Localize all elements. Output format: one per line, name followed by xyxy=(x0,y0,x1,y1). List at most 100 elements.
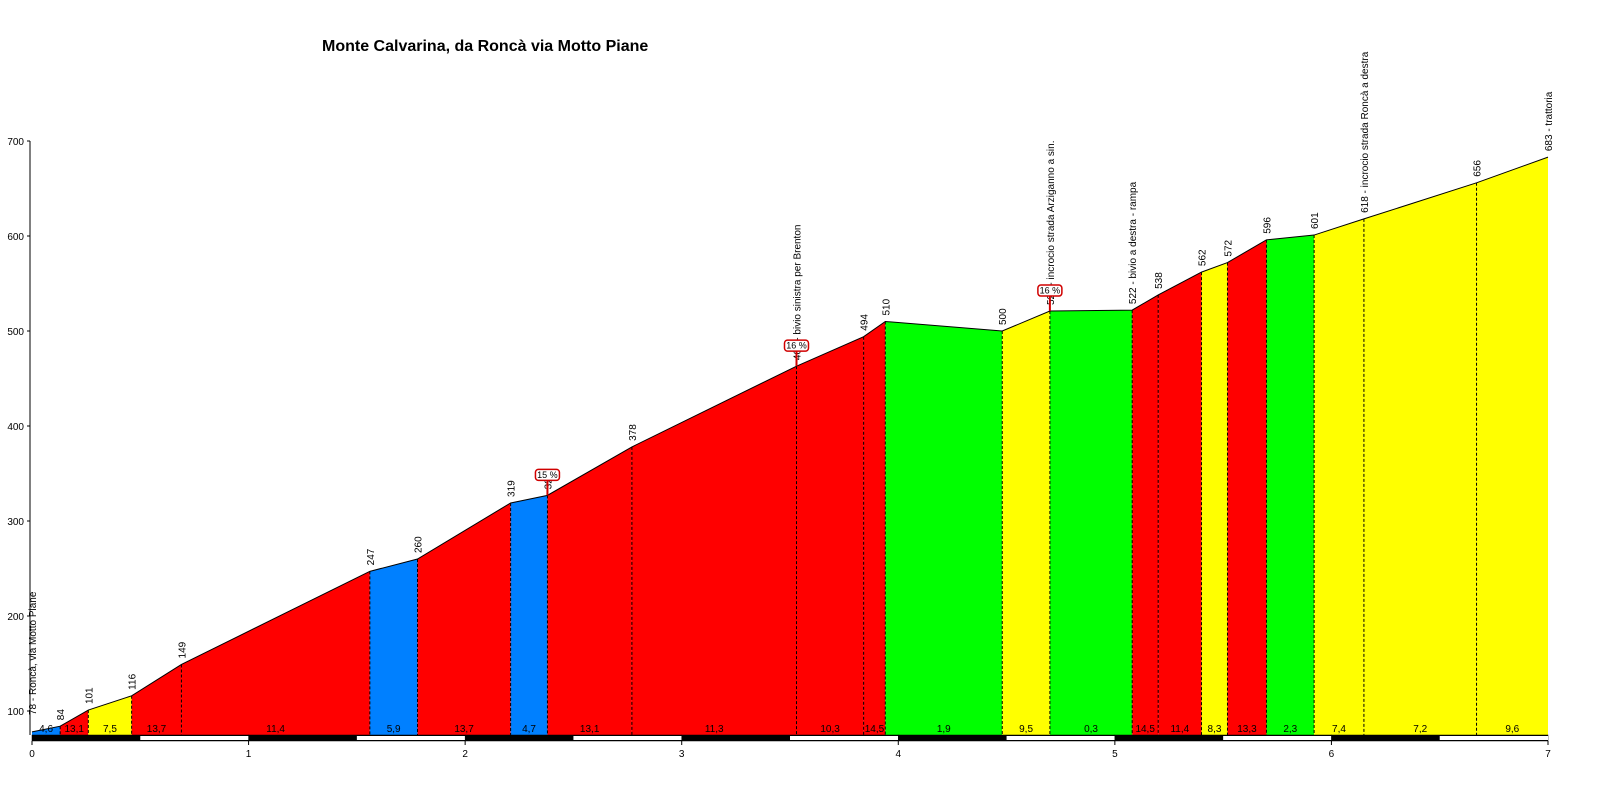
gradient-label: 13,7 xyxy=(454,724,474,735)
x-tick-label: 0 xyxy=(29,749,35,760)
gradient-label: 1,9 xyxy=(937,724,951,735)
gradient-label: 13,3 xyxy=(1237,724,1257,735)
divider-lines-layer xyxy=(59,182,1478,735)
segment-area xyxy=(1049,310,1133,735)
altitude-label: 522 - bivio a destra - rampa xyxy=(1128,181,1139,304)
km-band-light xyxy=(1223,736,1332,740)
x-tick-label: 3 xyxy=(679,749,685,760)
segment-area xyxy=(1476,157,1548,735)
segment-area xyxy=(1158,272,1202,735)
altitude-label: 378 xyxy=(628,424,639,441)
gradient-label: 7,2 xyxy=(1413,724,1427,735)
gradient-label: 11,4 xyxy=(266,724,285,735)
segment-area xyxy=(863,321,886,735)
gradient-label: 14,5 xyxy=(865,724,885,735)
segment-area xyxy=(631,366,797,735)
y-tick-label: 400 xyxy=(7,422,24,433)
segment-area xyxy=(1266,235,1315,736)
segment-area xyxy=(1201,262,1228,735)
segment-area xyxy=(181,571,370,735)
y-tick-label: 700 xyxy=(7,137,24,148)
max-gradient-label: 15 % xyxy=(537,470,558,480)
max-gradient-badge xyxy=(783,339,810,352)
gradient-label: 4,7 xyxy=(522,724,536,735)
altitude-label: 572 xyxy=(1223,239,1234,256)
max-gradient-badge xyxy=(1037,284,1063,297)
segment-area xyxy=(885,321,1003,735)
gradient-label: 7,5 xyxy=(103,724,117,735)
gradient-label: 10,3 xyxy=(820,724,840,735)
x-tick-label: 1 xyxy=(246,749,252,760)
max-gradient-label: 16 % xyxy=(786,341,807,351)
x-tick-label: 5 xyxy=(1112,749,1118,760)
segment-area xyxy=(796,336,864,735)
altitude-label: 500 xyxy=(998,308,1009,325)
gradient-label: 13,7 xyxy=(147,724,167,735)
x-tick-label: 2 xyxy=(462,749,468,760)
segments-layer xyxy=(32,157,1548,736)
segment-area xyxy=(1227,239,1267,736)
altitude-label: 656 xyxy=(1473,160,1484,177)
altitude-label: 618 - incrocio strada Roncà a destra xyxy=(1360,51,1371,213)
segment-area xyxy=(547,446,632,735)
gradient-label: 7,4 xyxy=(1332,724,1346,735)
segment-area xyxy=(1363,182,1477,736)
gradient-label: 4,6 xyxy=(39,724,53,735)
altitude-label: 601 xyxy=(1310,212,1321,229)
segment-area xyxy=(510,495,548,735)
profile-outline-layer xyxy=(31,156,1549,733)
gradient-labels-layer: 4,6 13,1 7,5 13,7 11,4 5,9 13,7 4,7 13,1 11,3 10,3… xyxy=(39,724,1520,735)
chart-title: Monte Calvarina, da Roncà via Motto Pian… xyxy=(322,38,649,55)
km-band-light xyxy=(573,736,682,740)
altitude-label: 84 xyxy=(56,709,67,721)
y-tick-label: 200 xyxy=(7,612,24,623)
altitude-label: 149 xyxy=(177,641,188,658)
x-tick-label: 7 xyxy=(1545,749,1551,760)
altitude-label: 596 xyxy=(1262,217,1273,234)
gradient-label: 9,5 xyxy=(1019,724,1033,735)
gradient-label: 9,6 xyxy=(1505,724,1519,735)
gradient-label: 2,3 xyxy=(1283,724,1297,735)
altitude-label: 521 - incrocio strada Arziganno a sin. xyxy=(1046,141,1057,306)
segment-area xyxy=(88,695,132,735)
axes-layer: 100 200 300 400 500 600 700 0 1 2 3 4 5 6 7 xyxy=(7,137,1551,760)
max-gradient-label: 16 % xyxy=(1040,286,1061,296)
altitude-label: 116 xyxy=(128,673,139,689)
altitude-label: 510 xyxy=(881,298,892,315)
y-tick-label: 300 xyxy=(7,517,24,528)
max-gradient-markers-layer: 15 % 16 % 16 % xyxy=(534,284,1063,496)
km-band-light xyxy=(1006,736,1115,740)
gradient-label: 5,9 xyxy=(387,724,401,735)
gradient-label: 11,3 xyxy=(705,724,724,735)
gradient-label: 13,1 xyxy=(580,724,600,735)
gradient-label: 11,4 xyxy=(1170,724,1189,735)
gradient-label: 8,3 xyxy=(1208,724,1222,735)
segment-area xyxy=(369,559,418,735)
segment-area xyxy=(131,664,182,735)
segment-area xyxy=(1002,311,1050,735)
x-tick-label: 6 xyxy=(1329,749,1335,760)
gradient-label: 0,3 xyxy=(1084,724,1098,735)
y-tick-label: 500 xyxy=(7,327,24,338)
altitude-label: 538 xyxy=(1154,272,1165,289)
max-gradient-badge xyxy=(534,468,561,482)
gradient-label: 13,1 xyxy=(64,724,84,735)
segment-area xyxy=(32,726,61,735)
altitude-label: 683 - trattoria xyxy=(1544,91,1555,151)
km-band-light xyxy=(790,736,899,740)
km-band-light xyxy=(356,736,466,740)
profile-line xyxy=(31,156,1549,733)
y-tick-label: 100 xyxy=(7,707,24,718)
km-band-light xyxy=(1439,736,1548,740)
altitude-label: 319 xyxy=(507,480,518,497)
x-tick-label: 4 xyxy=(896,749,902,760)
altitude-labels-layer: 78 - Roncà, via Motto Piane 84 101 116 149 24… xyxy=(28,51,1555,720)
segment-area xyxy=(60,710,89,735)
altitude-label: 247 xyxy=(366,548,377,565)
altitude-label: 463 - bivio sinistra per Brenton xyxy=(792,225,803,361)
y-tick-label: 600 xyxy=(7,232,24,243)
km-band-light xyxy=(140,736,249,740)
segment-area xyxy=(417,502,511,735)
altitude-label: 78 - Roncà, via Motto Piane xyxy=(28,591,39,715)
